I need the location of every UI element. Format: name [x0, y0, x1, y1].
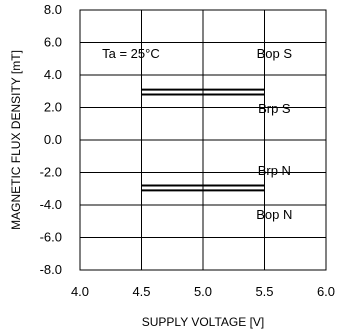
series-label-brp-s: Brp S — [258, 101, 291, 116]
y-tick-label: 0.0 — [44, 132, 62, 147]
series-layer — [141, 88, 265, 192]
series-label-brp-n: Brp N — [258, 163, 291, 178]
x-tick-label: 5.0 — [194, 284, 212, 299]
y-tick-label: -4.0 — [40, 197, 62, 212]
annotation-ta: Ta = 25°C — [102, 46, 160, 61]
y-tick-label: 8.0 — [44, 2, 62, 17]
y-tick-label: -6.0 — [40, 230, 62, 245]
x-tick-label: 4.0 — [71, 284, 89, 299]
y-axis-title: MAGNETIC FLUX DENSITY [mT] — [9, 50, 23, 230]
y-tick-label: 2.0 — [44, 100, 62, 115]
x-tick-label: 4.5 — [132, 284, 150, 299]
y-tick-label: 6.0 — [44, 35, 62, 50]
tick-layer: 4.0 4.5 5.0 5.5 6.0 8.0 6.0 4.0 2.0 0.0 -2.0 -4.0 -6… — [40, 2, 335, 299]
grid-layer — [80, 10, 326, 270]
label-layer: Bop S Brp S Brp N Bop N — [256, 46, 292, 222]
plot-frame — [79, 9, 327, 271]
y-tick-label: 4.0 — [44, 67, 62, 82]
y-tick-label: -2.0 — [40, 165, 62, 180]
y-tick-label: -8.0 — [40, 262, 62, 277]
series-label-bop-n: Bop N — [256, 207, 292, 222]
x-tick-label: 5.5 — [255, 284, 273, 299]
x-tick-label: 6.0 — [317, 284, 335, 299]
x-axis-title: SUPPLY VOLTAGE [V] — [142, 315, 265, 329]
series-label-bop-s: Bop S — [257, 46, 293, 61]
